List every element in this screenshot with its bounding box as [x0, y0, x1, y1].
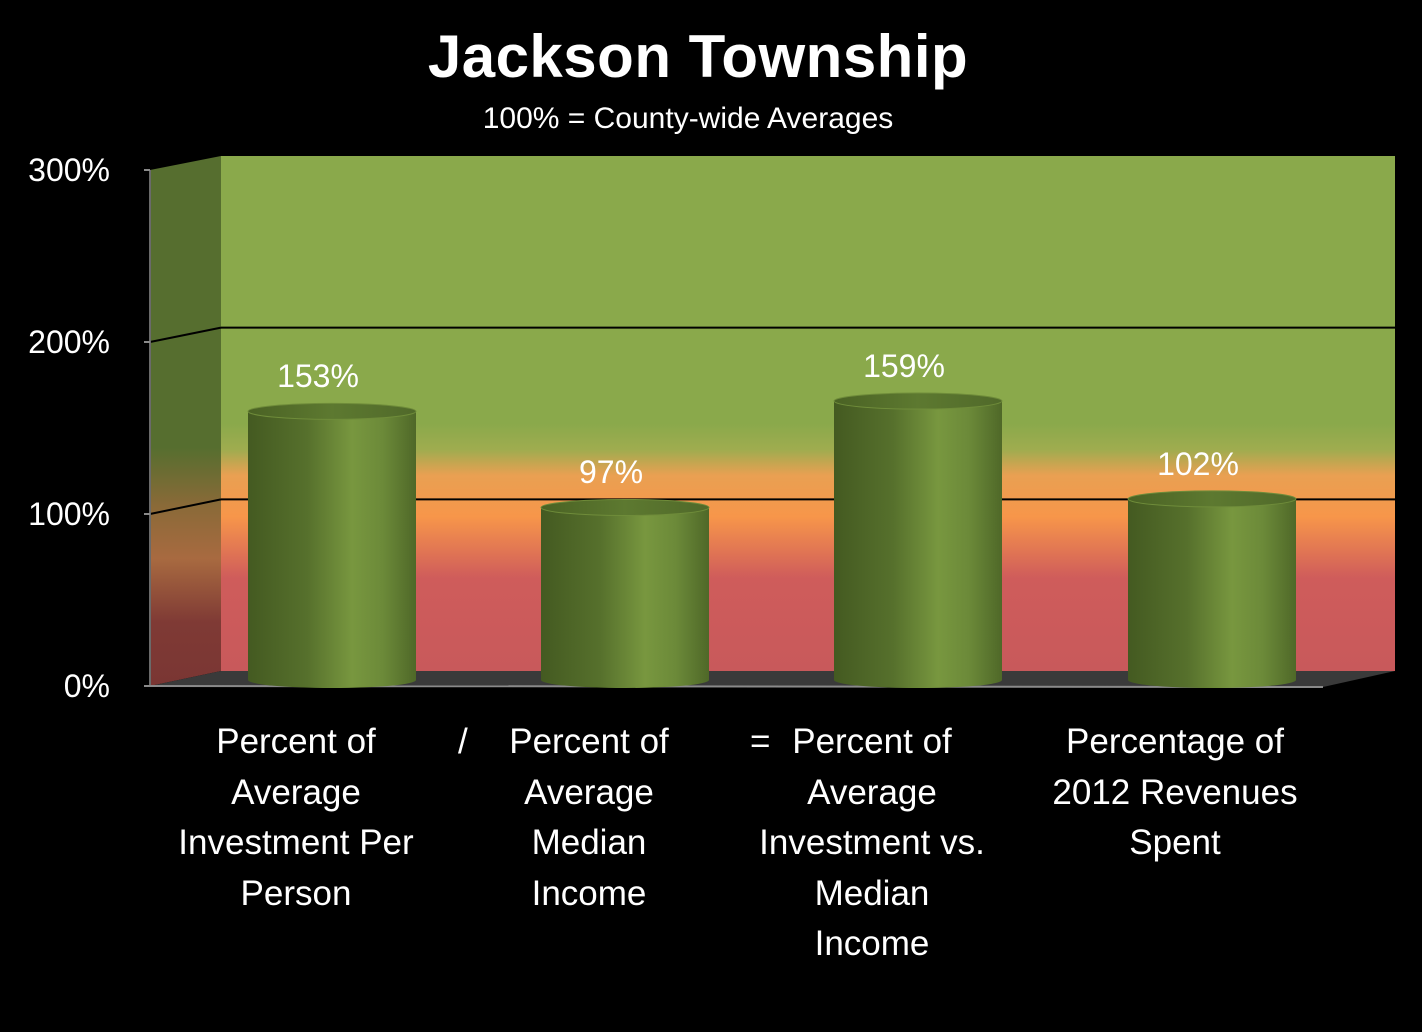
x-category-label: Percent of Average Investment Per Person — [178, 722, 414, 913]
gridline — [149, 326, 222, 343]
bar — [247, 402, 417, 688]
chart-subtitle: 100% = County-wide Averages — [482, 102, 894, 135]
bar-top — [247, 402, 417, 420]
chart-floor — [150, 671, 1395, 687]
bar-data-label: 159% — [863, 348, 945, 385]
x-category-label: Percent of Average Investment vs. Median… — [759, 722, 985, 963]
x-category-label: Percent of Average Median Income — [509, 722, 669, 913]
bar-top — [1127, 490, 1297, 508]
y-tick-label: 100% — [28, 496, 110, 532]
bar-body — [834, 401, 1002, 688]
operator-symbol: / — [458, 722, 468, 761]
bar-body — [248, 411, 416, 688]
bar-data-label: 102% — [1157, 445, 1239, 482]
y-tick-label: 300% — [28, 152, 110, 188]
bar-data-label: 153% — [277, 358, 359, 395]
bar-top — [540, 498, 710, 516]
chart-title: Jackson Township — [427, 23, 969, 90]
x-category-label: Percentage of 2012 Revenues Spent — [1052, 722, 1298, 862]
side-wall — [150, 156, 221, 686]
bar — [540, 498, 710, 688]
bar — [1127, 490, 1297, 688]
bar — [833, 392, 1003, 688]
bar-body — [541, 507, 709, 688]
bar-top — [833, 392, 1003, 410]
y-tick-label: 200% — [28, 324, 110, 360]
bar-data-label: 97% — [578, 454, 644, 491]
y-tick-label: 0% — [63, 668, 110, 704]
operator-symbol: = — [750, 722, 771, 761]
bar-body — [1128, 498, 1296, 688]
gridline — [149, 498, 222, 515]
